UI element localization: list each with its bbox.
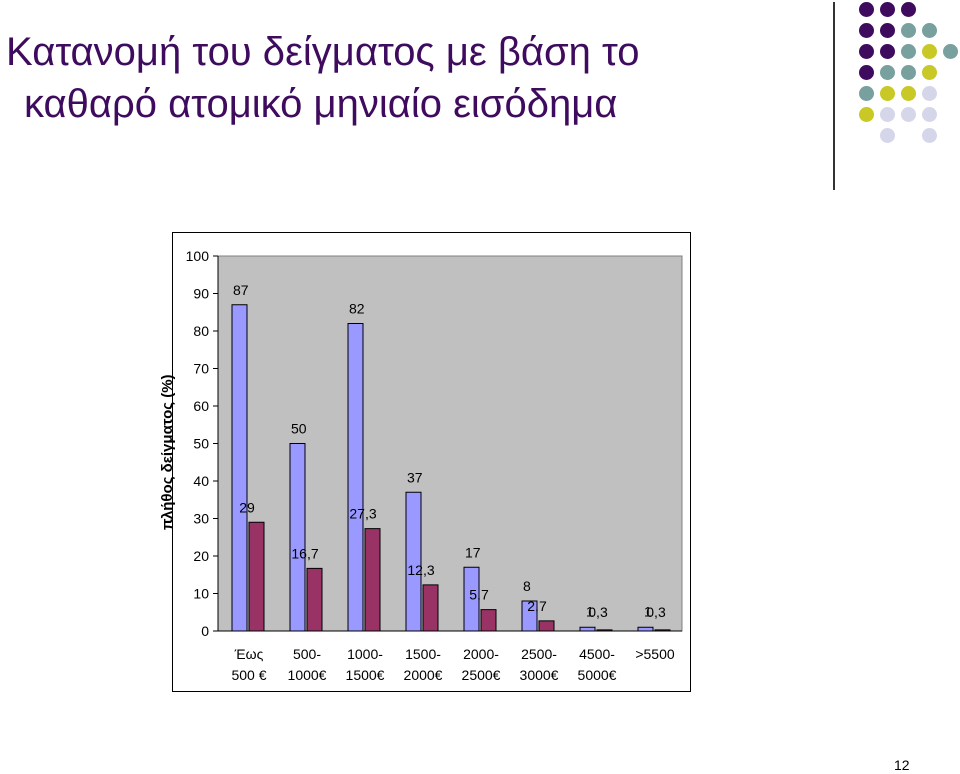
- bar: [231, 304, 248, 632]
- decorative-dot: [880, 44, 895, 59]
- y-tick-label: 100: [186, 248, 210, 264]
- data-label: 0,3: [646, 604, 666, 620]
- decorative-dot: [880, 128, 895, 143]
- data-label: 2,7: [527, 598, 547, 614]
- x-tick-label: 1000€: [288, 667, 327, 683]
- decorative-dot: [880, 23, 895, 38]
- data-label: 87: [233, 282, 249, 298]
- x-tick-label: 1500-: [405, 646, 441, 662]
- decorative-dot: [859, 65, 874, 80]
- decorative-dot: [880, 65, 895, 80]
- x-tick-label: 2000-: [463, 646, 499, 662]
- bar: [654, 629, 671, 632]
- decorative-dot: [859, 23, 874, 38]
- slide-title: Κατανομή του δείγματος με βάση το καθαρό…: [6, 26, 806, 130]
- title-line-2: καθαρό ατομικό μηνιαίο εισόδημα: [24, 82, 618, 126]
- decorative-dot: [901, 107, 916, 122]
- decorative-dot: [880, 107, 895, 122]
- decorative-dot: [880, 86, 895, 101]
- decorative-dot: [859, 86, 874, 101]
- decorative-dot: [901, 65, 916, 80]
- y-tick-label: 0: [201, 623, 209, 639]
- data-label: 50: [291, 421, 307, 437]
- decorative-dot: [901, 86, 916, 101]
- decorative-dot: [901, 2, 916, 17]
- x-tick-label: Έως: [234, 646, 264, 662]
- decorative-dot: [922, 23, 937, 38]
- y-tick-label: 10: [193, 586, 209, 602]
- y-tick-label: 80: [193, 323, 209, 339]
- x-tick-label: 2000€: [404, 667, 443, 683]
- decorative-dot: [859, 44, 874, 59]
- x-tick-label: 500-: [293, 646, 321, 662]
- y-tick-label: 90: [193, 286, 209, 302]
- y-tick-label: 60: [193, 398, 209, 414]
- bar: [538, 620, 555, 632]
- x-tick-label: >5500: [635, 646, 675, 662]
- bar: [521, 600, 538, 632]
- data-label: 1: [644, 603, 652, 619]
- decorative-dot: [880, 2, 895, 17]
- divider-line: [833, 2, 835, 190]
- bar: [480, 609, 497, 632]
- decorative-dot: [922, 86, 937, 101]
- y-tick-label: 50: [193, 436, 209, 452]
- bar: [289, 443, 306, 632]
- decorative-dot: [859, 107, 874, 122]
- data-label: 82: [349, 301, 365, 317]
- bar: [347, 323, 364, 632]
- page-number: 12: [894, 757, 910, 773]
- bar: [637, 626, 654, 632]
- y-tick-label: 40: [193, 473, 209, 489]
- y-tick-label: 30: [193, 511, 209, 527]
- decorative-dot: [901, 44, 916, 59]
- x-tick-label: 1000-: [347, 646, 383, 662]
- x-tick-label: 2500-: [521, 646, 557, 662]
- data-label: 27,3: [349, 506, 376, 522]
- data-label: 0,3: [588, 604, 608, 620]
- data-label: 16,7: [291, 545, 318, 561]
- x-tick-label: 4500-: [579, 646, 615, 662]
- data-label: 12,3: [407, 562, 434, 578]
- data-label: 1: [586, 603, 594, 619]
- x-tick-label: 1500€: [346, 667, 385, 683]
- decorative-dot: [859, 2, 874, 17]
- decorative-dot: [922, 65, 937, 80]
- data-label: 37: [407, 469, 423, 485]
- plot-area: [217, 255, 683, 632]
- title-line-1: Κατανομή του δείγματος με βάση το: [6, 30, 640, 74]
- data-label: 17: [465, 544, 481, 560]
- bar: [596, 629, 613, 632]
- data-label: 29: [239, 499, 255, 515]
- x-tick-label: 3000€: [520, 667, 559, 683]
- data-label: 5,7: [469, 587, 489, 603]
- decorative-dot: [901, 23, 916, 38]
- bar: [405, 491, 422, 632]
- x-tick-label: 500 €: [231, 667, 266, 683]
- bar: [463, 566, 480, 632]
- decorative-dot: [922, 128, 937, 143]
- y-tick-label: 20: [193, 548, 209, 564]
- bar: [422, 584, 439, 632]
- decorative-dot: [943, 44, 958, 59]
- decorative-dot: [922, 107, 937, 122]
- bar: [248, 521, 265, 632]
- x-tick-label: 5000€: [578, 667, 617, 683]
- decorative-dot: [922, 44, 937, 59]
- data-label: 8: [523, 578, 531, 594]
- bar: [306, 567, 323, 632]
- y-tick-label: 70: [193, 361, 209, 377]
- x-tick-label: 2500€: [462, 667, 501, 683]
- bar: [579, 626, 596, 632]
- bar: [364, 528, 381, 632]
- y-axis-label: πλήθος δείγματος (%): [159, 374, 176, 530]
